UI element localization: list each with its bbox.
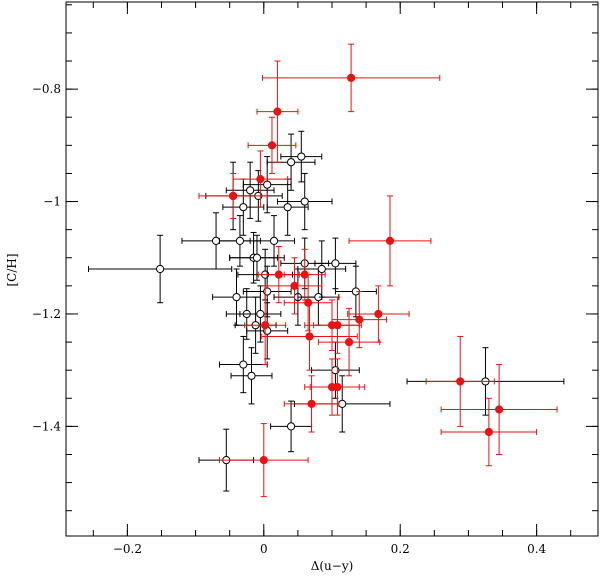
filled-circle-marker xyxy=(274,270,283,279)
plot-frame xyxy=(65,1,599,537)
y-tick-label: −0.8 xyxy=(32,82,61,96)
x-tick-label: 0 xyxy=(260,542,268,556)
black-data-point xyxy=(230,347,273,405)
filled-circle-marker xyxy=(344,337,354,347)
open-circle-marker xyxy=(247,371,256,380)
open-circle-marker xyxy=(297,152,306,161)
black-data-point xyxy=(239,285,282,343)
black-data-point xyxy=(280,130,323,183)
black-data-point xyxy=(88,234,233,304)
red-data-point xyxy=(261,302,358,371)
red-data-point xyxy=(313,296,362,354)
open-circle-marker xyxy=(252,253,262,262)
black-data-point xyxy=(253,215,295,267)
y-axis-title: [C/H] xyxy=(5,253,19,286)
y-tick-label: −1 xyxy=(43,195,61,209)
red-data-point xyxy=(440,397,538,467)
black-data-point xyxy=(314,237,357,290)
tick-labels: −0.2 0 0.2 0.4 −1.4 −1.2 −1 −0.8 xyxy=(32,82,547,556)
filled-circle-marker xyxy=(484,427,493,437)
red-data-point xyxy=(283,375,340,433)
filled-circle-marker xyxy=(229,191,238,201)
red-data-point xyxy=(348,195,432,287)
open-circle-marker xyxy=(156,264,165,274)
red-data-point xyxy=(266,257,323,315)
filled-circle-marker xyxy=(261,321,270,330)
filled-circle-marker xyxy=(495,405,504,414)
filled-circle-marker xyxy=(267,141,277,150)
open-circle-marker xyxy=(317,264,326,274)
filled-circle-marker xyxy=(346,73,356,82)
filled-circle-marker xyxy=(256,174,265,184)
filled-circle-marker xyxy=(385,236,395,245)
y-tick-label: −1.2 xyxy=(32,307,61,321)
open-circle-marker xyxy=(239,203,248,212)
open-circle-marker xyxy=(283,203,292,212)
filled-circle-marker xyxy=(307,399,316,409)
data-points xyxy=(88,43,565,498)
red-data-point xyxy=(440,364,558,455)
filled-circle-marker xyxy=(355,315,364,324)
red-data-point xyxy=(256,60,299,163)
black-data-point xyxy=(334,265,377,318)
filled-circle-marker xyxy=(333,321,342,330)
red-data-point xyxy=(261,43,441,113)
red-data-point xyxy=(218,423,309,498)
filled-circle-marker xyxy=(259,456,268,465)
open-circle-marker xyxy=(269,236,279,245)
x-tick-label: 0.4 xyxy=(527,542,546,556)
black-data-point xyxy=(218,335,268,394)
open-circle-marker xyxy=(338,399,347,409)
red-data-point xyxy=(244,285,287,366)
filled-circle-marker xyxy=(273,107,282,116)
black-data-point xyxy=(229,234,285,281)
red-data-point xyxy=(347,285,410,343)
red-data-point xyxy=(283,248,326,301)
black-data-point xyxy=(276,172,333,231)
filled-circle-marker xyxy=(456,377,465,386)
filled-circle-marker xyxy=(333,382,342,392)
black-data-point xyxy=(222,178,265,236)
filled-circle-marker xyxy=(305,332,314,341)
open-circle-marker xyxy=(235,236,245,245)
x-axis-title: Δ(u−y) xyxy=(311,559,354,573)
x-tick-label: 0.2 xyxy=(391,542,410,556)
red-data-point xyxy=(247,116,297,174)
red-data-point xyxy=(331,290,388,349)
black-data-point xyxy=(270,400,313,453)
open-circle-marker xyxy=(331,259,340,268)
red-data-point xyxy=(425,335,495,427)
open-circle-marker xyxy=(286,158,296,167)
red-data-point xyxy=(309,358,366,416)
red-data-point xyxy=(232,150,289,208)
open-circle-marker xyxy=(239,360,248,369)
red-data-point xyxy=(198,172,268,219)
open-circle-marker xyxy=(286,422,296,431)
open-circle-marker xyxy=(246,186,255,195)
x-tick-label: −0.2 xyxy=(113,542,142,556)
y-tick-label: −1.4 xyxy=(32,419,62,433)
open-circle-marker xyxy=(232,293,241,302)
open-circle-marker xyxy=(256,309,265,319)
black-data-point xyxy=(266,178,309,236)
open-circle-marker xyxy=(263,180,272,189)
red-data-point xyxy=(317,307,381,377)
filled-circle-marker xyxy=(290,281,299,290)
filled-circle-marker xyxy=(374,309,383,319)
axis-ticks xyxy=(66,2,598,536)
black-data-point xyxy=(225,161,275,219)
open-circle-marker xyxy=(300,197,309,206)
open-circle-marker xyxy=(211,236,221,245)
